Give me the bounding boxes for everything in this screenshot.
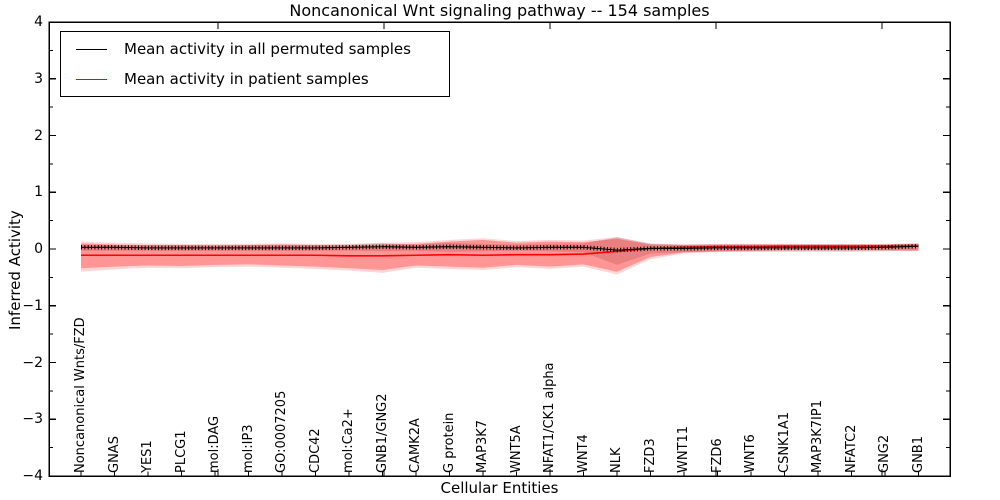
x-category-label: mol:Ca2+	[341, 408, 356, 473]
legend-line-sample-black	[76, 48, 107, 50]
patient-mean-line	[81, 245, 919, 257]
x-category-label: WNT4	[575, 434, 591, 473]
legend-item: Mean activity in all permuted samples	[61, 40, 449, 58]
legend-item: Mean activity in patient samples	[61, 70, 449, 88]
x-category-label: CSNK1A1	[776, 411, 792, 473]
x-category-label: GNG2	[877, 434, 892, 473]
x-category-label: NFAT1/CK1 alpha	[542, 362, 557, 473]
y-tick-label: 3	[34, 70, 43, 87]
x-category-label: NFATC2	[843, 424, 859, 473]
legend-item-label: Mean activity in patient samples	[124, 70, 369, 88]
x-category-label: MAP3K7	[475, 419, 490, 473]
x-category-label: CAMK2A	[408, 418, 423, 473]
x-category-label: G protein	[441, 412, 457, 473]
x-category-label: GO:0007205	[274, 390, 289, 473]
x-category-label: WNT5A	[508, 425, 524, 473]
permuted-mean-line	[81, 245, 919, 251]
legend: Mean activity in all permuted samples Me…	[60, 31, 450, 97]
x-category-label: GNAS	[106, 436, 122, 473]
x-category-label: FZD3	[642, 438, 658, 473]
x-category-label: FZD6	[709, 438, 725, 473]
x-category-label: YES1	[140, 440, 155, 473]
x-category-label: Noncanonical Wnts/FZD	[73, 317, 88, 473]
legend-item-label: Mean activity in all permuted samples	[124, 40, 411, 58]
y-tick-label: −3	[22, 411, 43, 428]
y-tick-label: 2	[34, 127, 43, 144]
y-tick-label: 0	[34, 241, 43, 257]
x-axis-label: Cellular Entities	[440, 479, 559, 497]
x-category-label: GNB1	[910, 436, 926, 473]
y-tick-label: 4	[34, 14, 43, 30]
y-tick-label: −1	[22, 297, 43, 314]
y-tick-label: −2	[22, 354, 43, 371]
x-category-label: WNT11	[676, 425, 691, 473]
legend-line-sample-red	[76, 78, 107, 80]
chart-title: Noncanonical Wnt signaling pathway -- 15…	[289, 1, 710, 20]
x-category-label: mol:IP3	[240, 424, 256, 473]
x-category-label: CDC42	[307, 428, 323, 473]
x-category-label: WNT6	[743, 434, 758, 473]
x-category-label: MAP3K7IP1	[810, 400, 825, 473]
x-category-label: GNB1/GNG2	[374, 393, 390, 473]
x-category-label: mol:DAG	[207, 415, 222, 473]
y-tick-label: 1	[34, 184, 43, 201]
x-category-label: NLK	[609, 447, 624, 474]
y-tick-label: −4	[22, 468, 43, 484]
x-category-label: PLCG1	[173, 430, 189, 473]
permuted-confidence-band	[81, 237, 919, 265]
